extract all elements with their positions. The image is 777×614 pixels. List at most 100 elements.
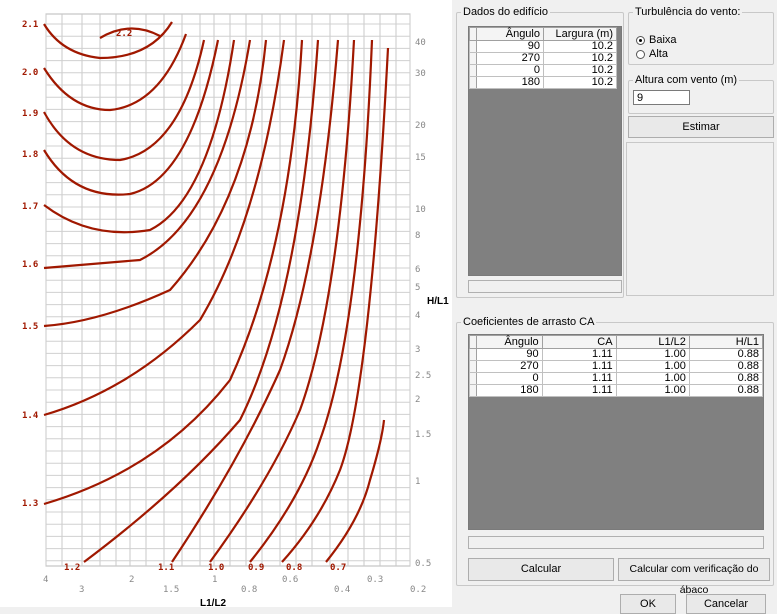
coefficients-table-cell[interactable]: 0	[475, 372, 543, 385]
radio-selected-icon[interactable]	[636, 35, 645, 45]
building-table-scrollbar[interactable]	[468, 280, 622, 293]
column-header-l1l2[interactable]: L1/L2	[615, 335, 690, 349]
building-table-cell[interactable]: 180	[476, 76, 544, 89]
drag-coefficients-group: Coeficientes de arrasto CA	[456, 316, 774, 586]
abacus-chart: 2.1 2.0 1.9 1.8 1.7 1.6 1.5 1.4 1.3 40 30 20 15 10 8 6 5…	[22, 13, 449, 607]
curve-label: 0.9	[248, 563, 264, 573]
radio-unselected-icon[interactable]	[636, 49, 645, 59]
bottom-axis-tick-label: 0.2	[410, 585, 426, 595]
bottom-axis-tick-label: 2	[129, 575, 134, 585]
bottom-axis-tick-label: 1.5	[163, 585, 179, 595]
right-axis-tick-label: 15	[415, 153, 426, 163]
radio-high-label: Alta	[649, 48, 668, 60]
curve-label: 0.7	[330, 563, 346, 573]
row-header[interactable]	[469, 360, 477, 373]
right-axis-tick-label: 40	[415, 38, 426, 48]
coefficients-table-cell[interactable]: 270	[475, 360, 543, 373]
coefficients-table-row[interactable]: 270 1.11 1.00 0.88	[469, 360, 763, 373]
curve-label: 1.0	[208, 563, 224, 573]
bottom-axis-tick-label: 0.8	[241, 585, 257, 595]
coefficients-table-cell[interactable]: 1.00	[615, 384, 690, 397]
column-header-hl1[interactable]: H/L1	[688, 335, 763, 349]
building-table-cell[interactable]: 10.2	[543, 64, 617, 77]
coefficients-table-cell[interactable]: 90	[475, 348, 543, 361]
column-header-ca[interactable]: CA	[541, 335, 617, 349]
estimate-output-area	[626, 142, 774, 296]
coefficients-table-cell[interactable]: 1.00	[615, 372, 690, 385]
coefficients-table-cell[interactable]: 1.11	[541, 384, 617, 397]
abacus-curve	[43, 39, 206, 162]
right-axis-tick-label: 1	[415, 477, 420, 487]
coefficients-table-row[interactable]: 180 1.11 1.00 0.88	[469, 384, 763, 397]
coefficients-table-cell[interactable]: 0.88	[688, 384, 763, 397]
row-header[interactable]	[469, 52, 477, 65]
calculate-verify-button[interactable]: Calcular com verificação do ábaco	[618, 558, 770, 596]
row-header-corner	[469, 27, 477, 41]
building-table-cell[interactable]: 10.2	[543, 40, 617, 53]
coefficients-table[interactable]: Ângulo CA L1/L2 H/L1 90 1.11 1.00 0.88 270 1.…	[468, 334, 764, 530]
row-header[interactable]	[469, 64, 477, 77]
coefficients-table-cell[interactable]: 1.11	[541, 348, 617, 361]
left-axis-tick-label: 1.3	[22, 499, 38, 509]
column-header-width[interactable]: Largura (m)	[543, 27, 617, 41]
building-data-group: Dados do edifício	[456, 6, 624, 298]
coefficients-table-cell[interactable]: 0.88	[688, 348, 763, 361]
abacus-curve	[43, 33, 188, 112]
cancel-button[interactable]: Cancelar	[686, 594, 766, 614]
coefficients-table-row[interactable]: 90 1.11 1.00 0.88	[469, 348, 763, 361]
coefficients-table-cell[interactable]: 180	[475, 384, 543, 397]
abacus-curve	[43, 39, 286, 417]
coefficients-table-cell[interactable]: 1.11	[541, 372, 617, 385]
ok-button[interactable]: OK	[620, 594, 676, 614]
curve-label: 2.2	[116, 29, 132, 39]
row-header-corner	[469, 335, 477, 349]
abacus-curve	[43, 39, 252, 270]
right-axis-tick-label: 5	[415, 283, 420, 293]
curve-label: 1.1	[158, 563, 174, 573]
radio-high-turbulence[interactable]: Alta	[636, 48, 668, 60]
right-axis-tick-label: 6	[415, 265, 420, 275]
coefficients-table-cell[interactable]: 0.88	[688, 360, 763, 373]
wind-turbulence-group: Turbulência do vento:	[628, 6, 774, 65]
row-header[interactable]	[469, 40, 477, 53]
coefficients-table-cell[interactable]: 1.00	[615, 348, 690, 361]
building-table[interactable]: Ângulo Largura (m) 90 10.2 270 10.2 0 10.2 180…	[468, 26, 622, 276]
coefficients-table-cell[interactable]: 1.11	[541, 360, 617, 373]
row-header[interactable]	[469, 384, 477, 397]
right-axis-tick-label: 8	[415, 231, 420, 241]
right-axis-tick-label: 2	[415, 395, 420, 405]
building-table-row[interactable]: 0 10.2	[469, 64, 617, 77]
radio-low-turbulence[interactable]: Baixa	[636, 34, 677, 46]
wind-height-input[interactable]: 9	[633, 90, 690, 105]
building-table-row[interactable]: 270 10.2	[469, 52, 617, 65]
right-axis-tick-label: 3	[415, 345, 420, 355]
row-header[interactable]	[469, 372, 477, 385]
building-table-row[interactable]: 180 10.2	[469, 76, 617, 89]
column-header-angle[interactable]: Ângulo	[475, 335, 543, 349]
column-header-angle[interactable]: Ângulo	[476, 27, 544, 41]
right-axis-tick-label: 2.5	[415, 371, 431, 381]
left-axis-tick-label: 1.4	[22, 411, 39, 421]
bottom-axis-tick-label: 1	[212, 575, 217, 585]
row-header[interactable]	[469, 348, 477, 361]
abacus-curve	[99, 27, 161, 39]
right-axis-tick-label: 1.5	[415, 430, 431, 440]
wind-turbulence-legend: Turbulência do vento:	[635, 6, 741, 18]
building-table-row[interactable]: 90 10.2	[469, 40, 617, 53]
coefficients-table-cell[interactable]: 1.00	[615, 360, 690, 373]
building-table-cell[interactable]: 270	[476, 52, 544, 65]
coefficients-table-scrollbar[interactable]	[468, 536, 764, 549]
row-header[interactable]	[469, 76, 477, 89]
left-axis-tick-label: 2.1	[22, 20, 38, 30]
building-table-cell[interactable]: 10.2	[543, 52, 617, 65]
building-table-cell[interactable]: 90	[476, 40, 544, 53]
building-table-cell[interactable]: 10.2	[543, 76, 617, 89]
coefficients-table-row[interactable]: 0 1.11 1.00 0.88	[469, 372, 763, 385]
estimate-button[interactable]: Estimar	[628, 116, 774, 138]
coefficients-table-cell[interactable]: 0.88	[688, 372, 763, 385]
calculate-button[interactable]: Calcular	[468, 558, 614, 581]
building-table-cell[interactable]: 0	[476, 64, 544, 77]
curve-label: 1.2	[64, 563, 80, 573]
abacus-curve	[43, 39, 268, 328]
left-axis-tick-label: 1.9	[22, 109, 38, 119]
